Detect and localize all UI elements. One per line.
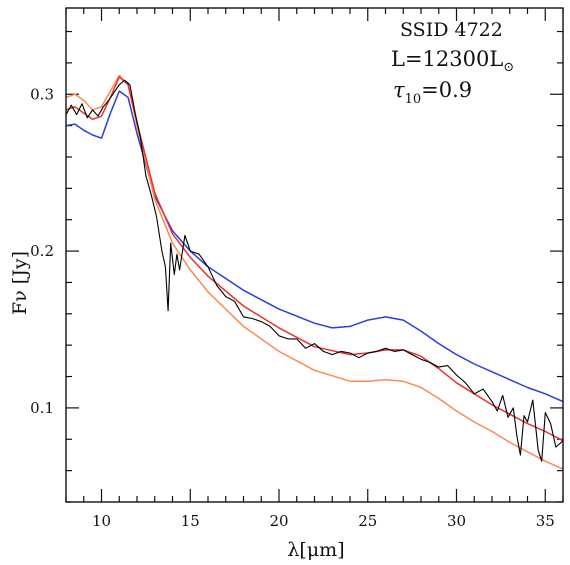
x-tick-label: 25: [358, 512, 377, 530]
y-tick-label: 0.3: [30, 85, 54, 103]
tau-subscript: 10: [405, 92, 422, 107]
x-tick-label: 10: [92, 512, 111, 530]
solar-symbol: ⊙: [503, 60, 514, 75]
y-axis-label: Fν [Jy]: [9, 251, 31, 315]
x-tick-label: 15: [181, 512, 200, 530]
plot-frame: [65, 7, 564, 503]
annotation-optical-depth: τ10=0.9: [393, 78, 472, 107]
tick-marks: [65, 8, 564, 503]
luminosity-value: L=12300L: [391, 47, 503, 71]
tick-labels: 10 15 20 25 30 35 0.1 0.2 0.3: [30, 85, 555, 530]
tau-value: =0.9: [421, 78, 472, 102]
x-tick-label: 35: [536, 512, 555, 530]
series-line-2: [66, 74, 563, 470]
x-axis-label: λ[μm]: [287, 539, 344, 561]
model-annotation: SSID 4722 L=12300L⊙ τ10=0.9: [391, 19, 514, 107]
x-tick-label: 20: [269, 512, 288, 530]
tau-symbol: τ: [393, 78, 405, 102]
series-line-3: [66, 90, 563, 403]
series-line-0: [66, 79, 563, 462]
y-tick-label: 0.2: [30, 242, 54, 260]
annotation-luminosity: L=12300L⊙: [391, 47, 514, 75]
x-tick-label: 30: [447, 512, 466, 530]
series-line-1: [66, 76, 563, 442]
annotation-source-id: SSID 4722: [400, 19, 503, 41]
spectrum-lines: [66, 74, 563, 470]
y-tick-label: 0.1: [30, 399, 54, 417]
